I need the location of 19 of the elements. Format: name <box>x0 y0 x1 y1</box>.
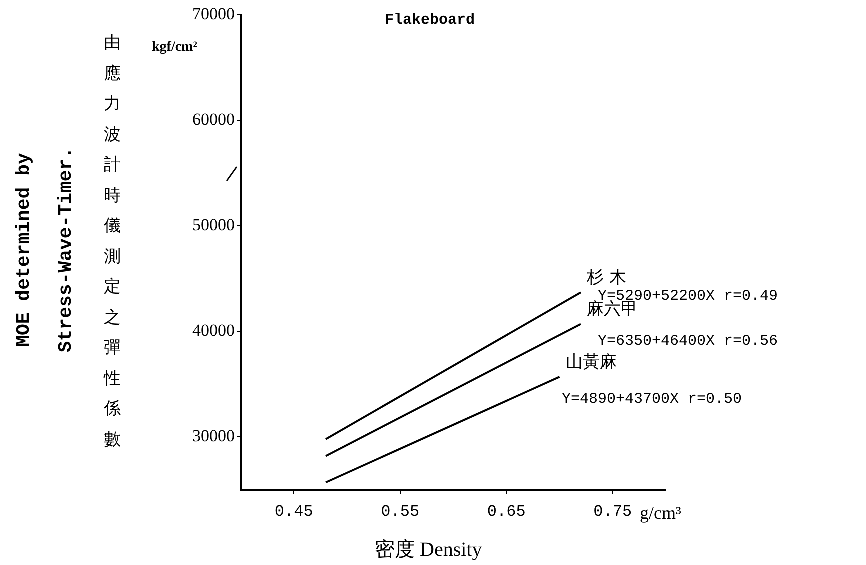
y-tick-label: 30000 <box>192 426 235 446</box>
x-tick-label: 0.55 <box>381 502 420 521</box>
series-label: 杉 木 <box>586 268 626 288</box>
text: g/cm³ <box>640 503 682 524</box>
series-label: 山黃麻 <box>566 352 617 372</box>
text: 由應力波計時儀測定之彈性係數 <box>104 33 121 450</box>
x-axis-title: 密度 Density <box>375 538 482 563</box>
x-tick-label: 0.45 <box>274 502 314 521</box>
y-tick-label: 50000 <box>192 216 235 235</box>
annotation: Y=4890+43700X r=0.50 <box>562 391 742 408</box>
x-tick-label: 0.65 <box>487 502 526 521</box>
annotation: Y=6350+46400X r=0.56 <box>598 333 778 350</box>
x-tick-label: 0.75 <box>594 502 632 521</box>
y-tick-label: 60000 <box>192 110 235 130</box>
y-tick-label: 70000 <box>192 4 235 24</box>
text: MOE determined by Stress-Wave-Timer. <box>12 146 78 355</box>
chart-title: Flakeboard <box>385 12 476 29</box>
y-tick-label: 40000 <box>192 321 235 340</box>
text: kgf/cm² <box>152 40 198 56</box>
